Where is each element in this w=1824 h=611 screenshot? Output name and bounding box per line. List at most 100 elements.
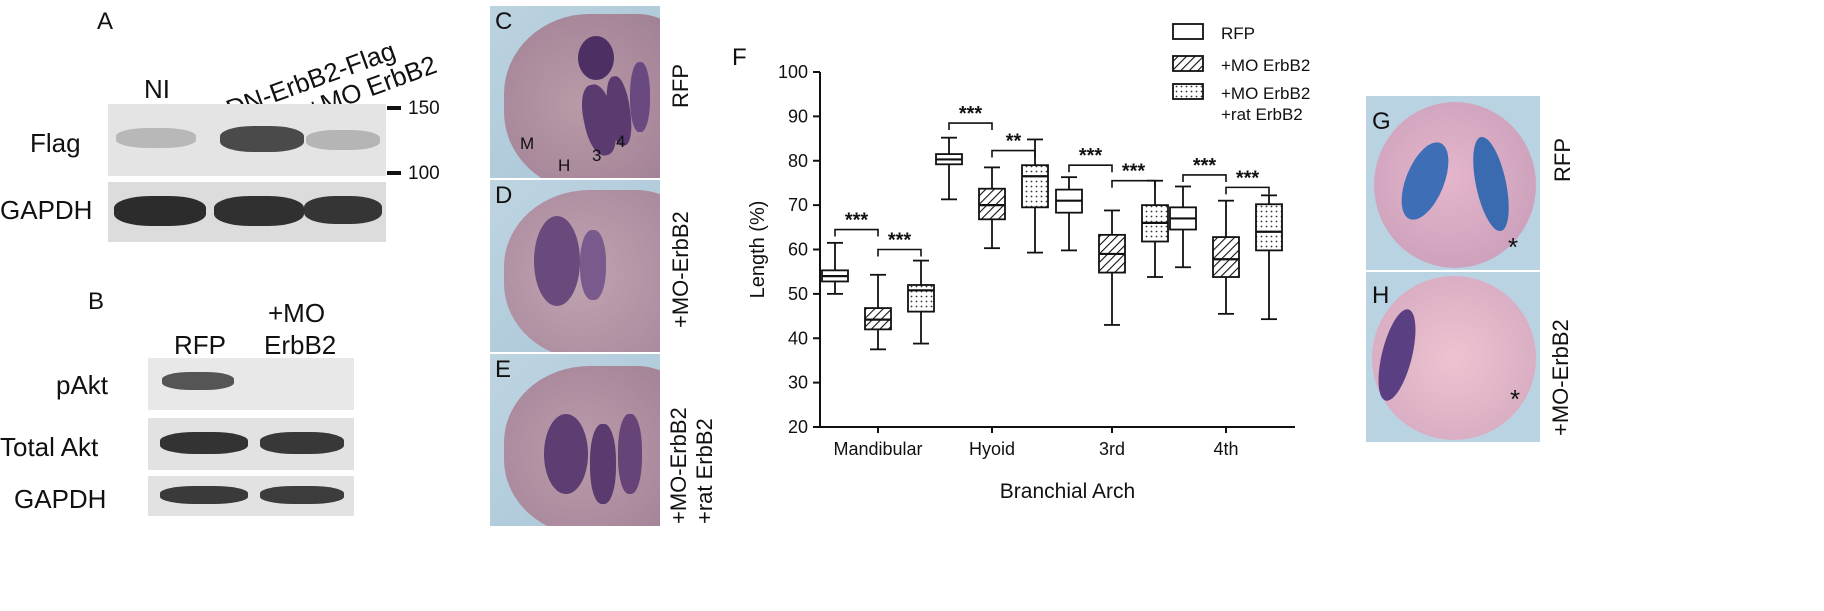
band xyxy=(304,196,382,224)
y-tick-label: 90 xyxy=(788,106,808,126)
y-tick-label: 20 xyxy=(788,417,808,437)
blot-strip-flag xyxy=(108,104,386,176)
y-tick-label: 30 xyxy=(788,373,808,393)
box-plot-chart: 20 30 40 50 60 70 80 90 100 Length (%) Branchial A… xyxy=(747,23,1310,503)
embryo xyxy=(1374,102,1536,268)
photo-panel-e xyxy=(490,354,660,526)
band xyxy=(214,196,304,226)
legend-label: +MO ErbB2 xyxy=(1221,56,1310,75)
y-tick-label: 60 xyxy=(788,240,808,260)
panel-e-label: E xyxy=(495,356,512,383)
band xyxy=(260,432,344,454)
band xyxy=(116,128,196,148)
y-axis-title: Length (%) xyxy=(747,201,769,299)
legend-swatch-hatched xyxy=(1172,55,1204,72)
marker-label-150: 150 xyxy=(408,98,440,119)
blot-strip-total-akt xyxy=(148,418,354,470)
panel-f-label: F xyxy=(732,44,747,71)
side-label-e-1: +MO-ErbB2 xyxy=(666,407,691,524)
band xyxy=(260,486,344,504)
lane-label-mo: +MO xyxy=(268,298,326,328)
y-tick-label: 70 xyxy=(788,195,808,215)
y-tick-label: 50 xyxy=(788,284,808,304)
band xyxy=(162,372,234,390)
significance-label: *** xyxy=(1122,161,1146,183)
box-dotted xyxy=(1021,164,1049,209)
arch-label-h: H xyxy=(558,156,571,175)
significance-label: *** xyxy=(959,103,983,125)
x-axis-title: Branchial Arch xyxy=(1000,480,1135,503)
band xyxy=(160,432,248,454)
row-label-gapdh-a: GAPDH xyxy=(0,195,93,225)
lane-label-erbb2: ErbB2 xyxy=(264,330,337,360)
significance-label: ** xyxy=(1006,131,1022,153)
significance-bracket xyxy=(1111,179,1156,188)
arch-stain xyxy=(590,424,616,504)
significance-label: *** xyxy=(1236,167,1260,189)
arch-stain xyxy=(534,216,580,306)
photo-panel-h: * xyxy=(1366,272,1540,442)
legend-label: +MO ErbB2 xyxy=(1221,84,1310,103)
panel-a-label: A xyxy=(97,8,114,35)
panel-g-label: G xyxy=(1372,108,1391,135)
marker-label-100: 100 xyxy=(408,163,440,184)
y-tick-label: 100 xyxy=(778,62,808,82)
x-tick-label: 4th xyxy=(1213,439,1238,459)
row-label-pakt: pAkt xyxy=(56,370,109,400)
side-label-d: +MO-ErbB2 xyxy=(668,211,693,328)
arch-stain xyxy=(618,414,642,494)
arch-stain xyxy=(630,62,650,132)
band xyxy=(306,130,380,150)
legend-swatch-open xyxy=(1172,23,1204,40)
significance-label: *** xyxy=(1079,145,1103,167)
significance-label: *** xyxy=(1193,155,1217,177)
row-label-flag: Flag xyxy=(30,128,81,158)
significance-bracket xyxy=(1068,164,1113,173)
arch-label-4: 4 xyxy=(616,132,626,151)
blot-strip-pakt xyxy=(148,358,354,410)
side-label-c: RFP xyxy=(668,64,693,108)
arch-label-m: M xyxy=(520,134,535,153)
panel-c-label: C xyxy=(495,8,513,35)
x-tick-label: 3rd xyxy=(1099,439,1125,459)
panel-h-label: H xyxy=(1372,282,1390,309)
panel-b-label: B xyxy=(88,288,105,315)
significance-bracket xyxy=(991,149,1036,158)
row-label-gapdh-b: GAPDH xyxy=(14,484,107,514)
band xyxy=(220,126,304,152)
x-tick-label: Mandibular xyxy=(833,439,922,459)
marker-tick-100 xyxy=(387,171,401,175)
lane-label-ni: NI xyxy=(144,74,170,104)
box-dotted xyxy=(907,284,935,313)
legend-label: RFP xyxy=(1221,24,1255,43)
box-hatched xyxy=(1212,236,1240,278)
photo-panel-g: * xyxy=(1366,96,1540,270)
significance-label: *** xyxy=(888,230,912,252)
photo-panel-d xyxy=(490,180,660,352)
significance-bracket xyxy=(948,122,993,131)
y-tick-label: 40 xyxy=(788,328,808,348)
blot-strip-gapdh-b xyxy=(148,476,354,516)
side-label-g: RFP xyxy=(1550,138,1575,182)
box-hatched xyxy=(978,187,1006,221)
arch-stain xyxy=(578,36,614,80)
photo-panel-c: M H 3 4 xyxy=(490,6,660,178)
side-label-e-2: +rat ErbB2 xyxy=(692,418,717,524)
arch-label-3: 3 xyxy=(592,146,602,165)
panel-d-label: D xyxy=(495,182,513,209)
box-dotted xyxy=(1255,203,1283,252)
legend-label: +rat ErbB2 xyxy=(1221,105,1303,124)
significance-bracket xyxy=(877,248,922,257)
lane-label-rfp: RFP xyxy=(174,330,226,360)
band xyxy=(160,486,248,504)
arch-stain xyxy=(580,230,606,300)
row-label-total-akt: Total Akt xyxy=(0,432,99,462)
asterisk-h: * xyxy=(1510,384,1521,414)
significance-bracket xyxy=(1225,186,1270,195)
significance-label: *** xyxy=(845,210,869,232)
marker-tick-150 xyxy=(387,106,401,110)
arch-stain xyxy=(544,414,588,494)
y-tick-label: 80 xyxy=(788,151,808,171)
asterisk-g: * xyxy=(1508,232,1519,262)
legend-swatch-dotted xyxy=(1172,83,1204,100)
